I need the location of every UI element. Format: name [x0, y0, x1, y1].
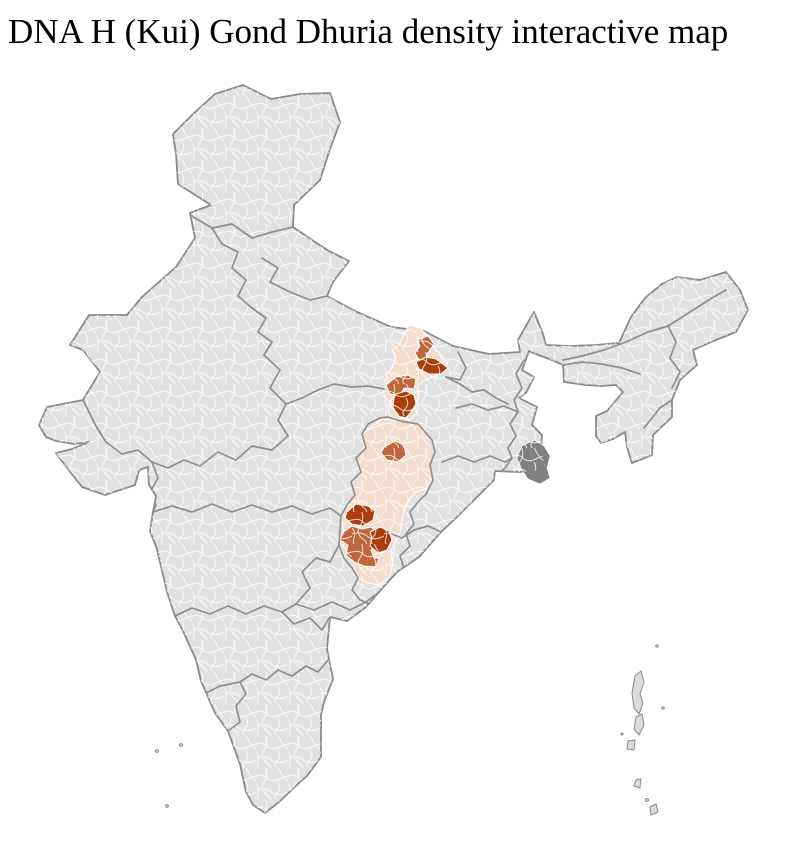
- andaman-nicobar-islands[interactable]: [620, 644, 665, 816]
- state-borders: [82, 214, 727, 732]
- dark-gray-district[interactable]: [516, 439, 551, 485]
- page-title: DNA H (Kui) Gond Dhuria density interact…: [8, 12, 729, 51]
- lakshadweep-islands[interactable]: [155, 743, 183, 808]
